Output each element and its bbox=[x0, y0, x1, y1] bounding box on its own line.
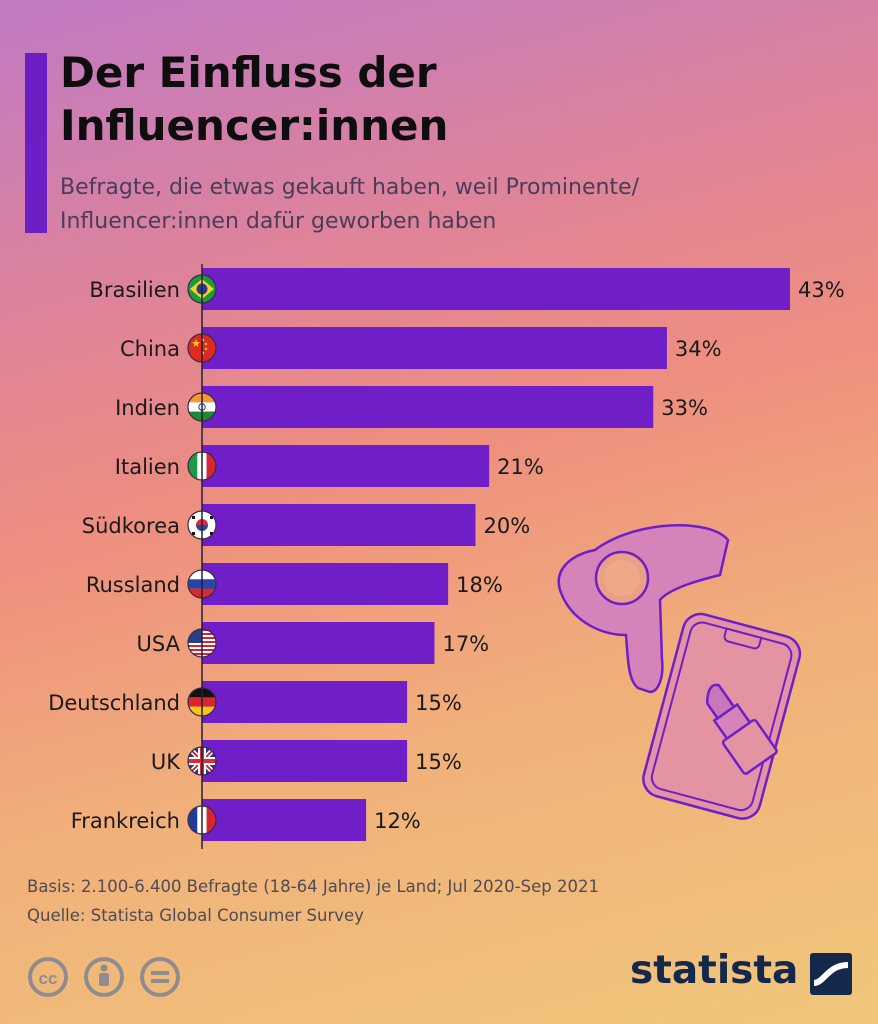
category-label: China bbox=[120, 337, 180, 361]
svg-text:★: ★ bbox=[191, 337, 201, 350]
creative-commons-icon[interactable]: cc bbox=[28, 957, 68, 997]
category-label: Italien bbox=[115, 455, 180, 479]
footer-basis: Basis: 2.100-6.400 Befragte (18-64 Jahre… bbox=[27, 877, 599, 896]
category-label: Indien bbox=[115, 396, 180, 420]
category-label: USA bbox=[137, 632, 181, 656]
chart-title: Der Einfluss der Influencer:innen bbox=[60, 46, 840, 152]
bar-italien bbox=[202, 445, 490, 487]
category-label: Frankreich bbox=[71, 809, 180, 833]
chart-footer: Basis: 2.100-6.400 Befragte (18-64 Jahre… bbox=[27, 872, 599, 930]
bar-deutschland bbox=[202, 681, 408, 723]
bar-brasilien bbox=[202, 268, 790, 310]
chart-subtitle-line-1: Befragte, die etwas gekauft haben, weil … bbox=[60, 175, 640, 200]
svg-text:cc: cc bbox=[39, 969, 58, 988]
bar-südkorea bbox=[202, 504, 476, 546]
bar-chart: Brasilien 43% China ★ 34% Indien 33% Italien 21%… bbox=[48, 264, 845, 849]
bar-usa bbox=[202, 622, 435, 664]
attribution-icon[interactable] bbox=[84, 957, 124, 997]
hair-dryer-icon bbox=[557, 524, 730, 694]
value-label: 15% bbox=[415, 691, 462, 715]
bar-indien bbox=[202, 386, 654, 428]
value-label: 33% bbox=[661, 396, 708, 420]
bar-china bbox=[202, 327, 667, 369]
title-accent-bar bbox=[25, 53, 47, 233]
category-label: Deutschland bbox=[48, 691, 180, 715]
value-label: 43% bbox=[798, 278, 845, 302]
bar-uk bbox=[202, 740, 408, 782]
value-label: 34% bbox=[675, 337, 722, 361]
license-icons: cc bbox=[26, 955, 186, 1005]
chart-title-line-1: Der Einfluss der bbox=[60, 48, 437, 97]
value-label: 20% bbox=[483, 514, 530, 538]
chart-title-line-2: Influencer:innen bbox=[60, 101, 449, 150]
lipstick-icon bbox=[705, 683, 778, 775]
footer-source: Quelle: Statista Global Consumer Survey bbox=[27, 906, 364, 925]
chart-subtitle-line-2: Influencer:innen dafür geworben haben bbox=[60, 209, 497, 234]
category-label: UK bbox=[151, 750, 181, 774]
value-label: 18% bbox=[456, 573, 503, 597]
category-label: Russland bbox=[86, 573, 180, 597]
statista-logo-text: statista bbox=[630, 948, 799, 993]
value-label: 21% bbox=[497, 455, 544, 479]
value-label: 12% bbox=[374, 809, 421, 833]
no-derivatives-icon[interactable] bbox=[140, 957, 180, 997]
statista-logo-mark-icon bbox=[810, 953, 852, 995]
chart-subtitle: Befragte, die etwas gekauft haben, weil … bbox=[60, 171, 820, 239]
category-label: Südkorea bbox=[82, 514, 180, 538]
value-label: 17% bbox=[442, 632, 489, 656]
category-label: Brasilien bbox=[89, 278, 180, 302]
bar-russland bbox=[202, 563, 449, 605]
value-label: 15% bbox=[415, 750, 462, 774]
beauty-illustration bbox=[557, 524, 802, 820]
bar-frankreich bbox=[202, 799, 367, 841]
